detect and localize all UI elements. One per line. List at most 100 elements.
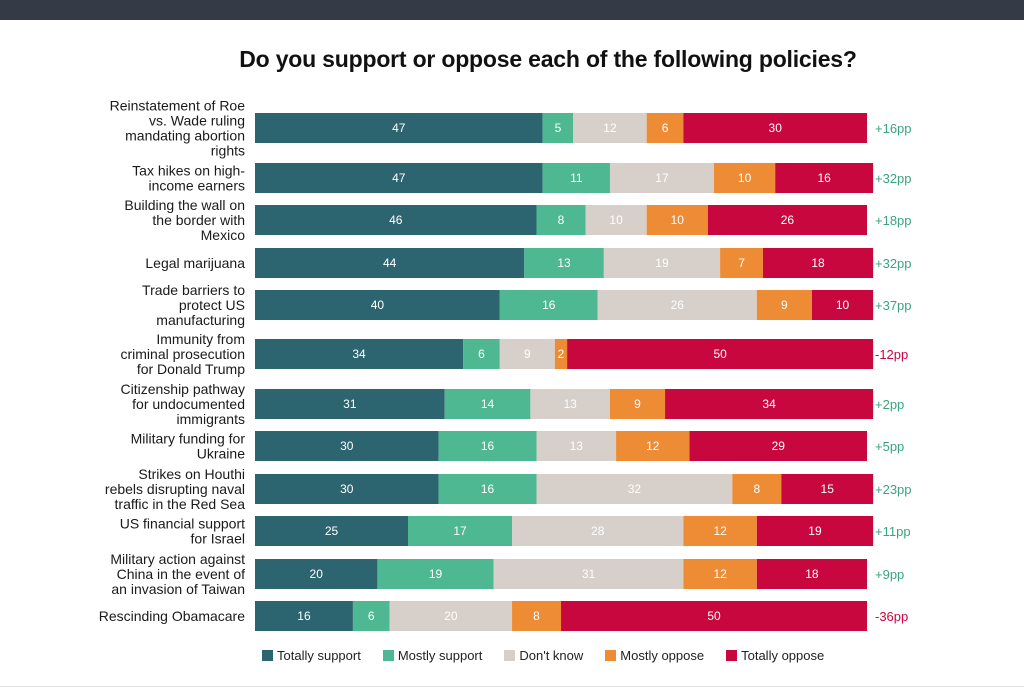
legend-swatch — [504, 650, 516, 661]
data-label: 34 — [352, 347, 366, 361]
data-label: 6 — [368, 609, 375, 623]
data-label: 50 — [713, 347, 727, 361]
category-label: mandating abortion — [125, 128, 245, 144]
category-label: protect US — [179, 297, 245, 313]
bar-segment — [536, 431, 617, 461]
bar-segment — [683, 559, 757, 589]
data-label: 8 — [753, 482, 760, 496]
net-label: +11pp — [875, 524, 911, 539]
net-label: +32pp — [875, 256, 912, 271]
category-label: Trade barriers to — [142, 282, 245, 298]
data-label: 16 — [297, 609, 311, 623]
category-label: traffic in the Red Sea — [115, 496, 246, 512]
legend-item: Don't know — [504, 648, 583, 663]
bar-segment — [646, 205, 708, 235]
category-label: Building the wall on — [124, 197, 245, 213]
bar-segment — [616, 431, 690, 461]
legend-label: Totally oppose — [741, 648, 825, 663]
bar-segment — [554, 339, 568, 369]
data-label: 2 — [558, 347, 565, 361]
data-label: 8 — [533, 609, 540, 623]
bar-segment — [683, 516, 757, 546]
net-label: +23pp — [875, 482, 912, 497]
legend-item: Totally support — [262, 648, 361, 663]
bar-segment — [597, 290, 757, 320]
data-label: 47 — [392, 171, 406, 185]
bar-segment — [536, 205, 586, 235]
legend-label: Mostly oppose — [620, 648, 705, 663]
bar-segment — [499, 339, 555, 369]
data-label: 30 — [340, 482, 354, 496]
bar-segment — [542, 113, 574, 143]
data-label: 16 — [481, 439, 495, 453]
category-label: Mexico — [201, 227, 246, 243]
data-label: 50 — [707, 609, 721, 623]
category-label: Legal marijuana — [145, 255, 245, 271]
legend-swatch — [262, 650, 273, 661]
data-label: 19 — [655, 256, 669, 270]
data-label: 18 — [811, 256, 825, 270]
bar-segment — [255, 290, 500, 320]
data-label: 12 — [713, 524, 727, 538]
category-label: the border with — [152, 212, 245, 228]
bar-segment — [530, 389, 610, 419]
bar-segment — [438, 474, 537, 504]
data-label: 9 — [634, 397, 641, 411]
category-label: Tax hikes on high- — [132, 163, 245, 179]
bar-segment — [683, 113, 867, 143]
category-label: Immunity from — [156, 331, 245, 347]
bar-segment — [389, 601, 513, 631]
data-label: 26 — [781, 213, 795, 227]
bar-segment — [255, 601, 353, 631]
net-label: -12pp — [875, 347, 908, 362]
bar-segment — [255, 559, 378, 589]
bar-segment — [689, 431, 867, 461]
legend-label: Mostly support — [397, 648, 483, 663]
category-label: manufacturing — [156, 312, 245, 328]
bar-segment — [665, 389, 874, 419]
legend-swatch — [605, 650, 617, 661]
data-label: 25 — [325, 524, 339, 538]
legend-swatch — [726, 650, 738, 661]
legend-label: Totally support — [277, 648, 361, 663]
bar-segment — [377, 559, 494, 589]
data-label: 46 — [389, 213, 403, 227]
bar-segment — [255, 163, 543, 193]
data-label: 31 — [343, 397, 357, 411]
bar-segment — [512, 601, 561, 631]
bar-segment — [408, 516, 513, 546]
bar-segment — [524, 248, 604, 278]
category-label: for Donald Trump — [137, 361, 245, 377]
net-label: +5pp — [875, 439, 904, 454]
top-bar — [0, 0, 1024, 20]
bar-segment — [255, 474, 439, 504]
legend-swatch — [382, 650, 394, 661]
category-label: Reinstatement of Roe — [110, 98, 246, 114]
data-label: 12 — [646, 439, 660, 453]
legend-item: Totally oppose — [726, 648, 824, 663]
chart-title: Do you support or oppose each of the fol… — [239, 46, 857, 72]
bar-segment — [463, 339, 500, 369]
data-label: 8 — [558, 213, 565, 227]
data-label: 19 — [808, 524, 822, 538]
bar-segment — [609, 389, 666, 419]
data-label: 17 — [453, 524, 467, 538]
bottom-divider — [0, 686, 1024, 687]
net-label: -36pp — [875, 609, 908, 624]
data-label: 26 — [671, 298, 685, 312]
bar-segment — [499, 290, 598, 320]
data-label: 9 — [781, 298, 788, 312]
data-label: 44 — [383, 256, 397, 270]
net-label: +37pp — [875, 298, 912, 313]
legend-item: Mostly support — [382, 648, 483, 663]
bar-segment — [255, 431, 439, 461]
bar-segment — [585, 205, 647, 235]
category-label: US financial support — [120, 516, 245, 532]
bar-segment — [561, 601, 867, 631]
bar-segment — [255, 248, 525, 278]
data-label: 47 — [392, 121, 406, 135]
category-label: rights — [211, 143, 245, 159]
category-label: criminal prosecution — [121, 346, 246, 362]
data-label: 12 — [603, 121, 617, 135]
data-label: 15 — [821, 482, 835, 496]
